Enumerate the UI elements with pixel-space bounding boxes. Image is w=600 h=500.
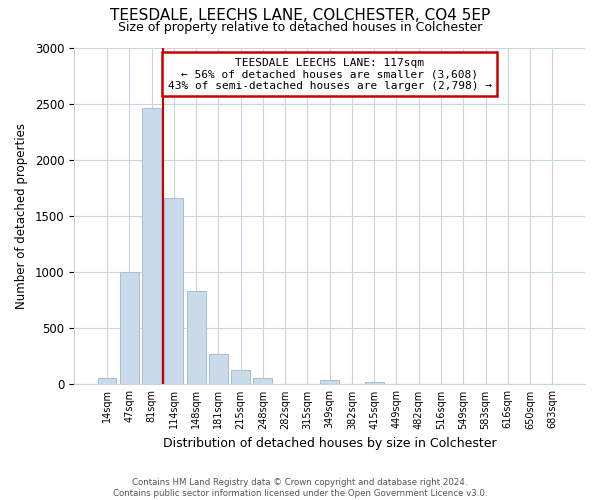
Text: TEESDALE LEECHS LANE: 117sqm
← 56% of detached houses are smaller (3,608)
43% of: TEESDALE LEECHS LANE: 117sqm ← 56% of de… bbox=[167, 58, 491, 91]
Bar bbox=[142, 108, 161, 384]
Bar bbox=[231, 370, 250, 384]
Text: Contains HM Land Registry data © Crown copyright and database right 2024.
Contai: Contains HM Land Registry data © Crown c… bbox=[113, 478, 487, 498]
Bar bbox=[253, 378, 272, 384]
Bar bbox=[120, 272, 139, 384]
Bar bbox=[98, 378, 116, 384]
Bar bbox=[365, 382, 383, 384]
X-axis label: Distribution of detached houses by size in Colchester: Distribution of detached houses by size … bbox=[163, 437, 496, 450]
Text: Size of property relative to detached houses in Colchester: Size of property relative to detached ho… bbox=[118, 21, 482, 34]
Bar bbox=[187, 290, 206, 384]
Y-axis label: Number of detached properties: Number of detached properties bbox=[15, 123, 28, 309]
Text: TEESDALE, LEECHS LANE, COLCHESTER, CO4 5EP: TEESDALE, LEECHS LANE, COLCHESTER, CO4 5… bbox=[110, 8, 490, 22]
Bar bbox=[320, 380, 339, 384]
Bar bbox=[209, 354, 228, 384]
Bar bbox=[164, 198, 183, 384]
